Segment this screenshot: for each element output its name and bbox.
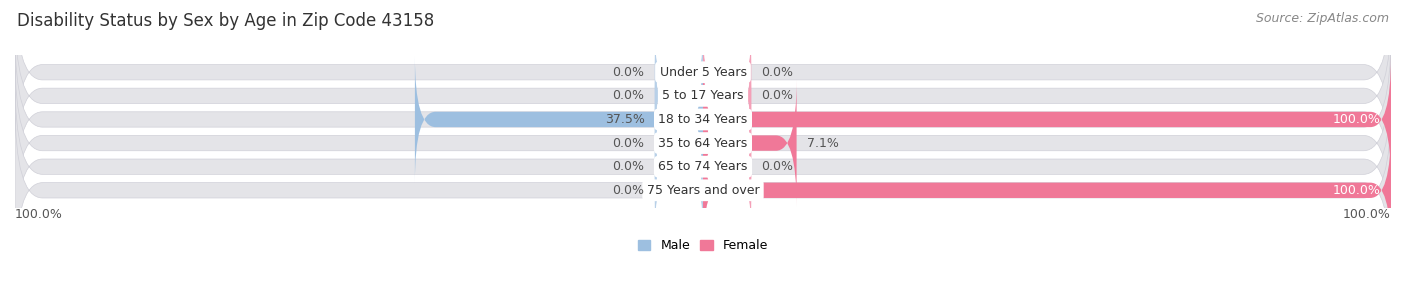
FancyBboxPatch shape [655, 151, 703, 230]
FancyBboxPatch shape [15, 56, 1391, 230]
FancyBboxPatch shape [655, 127, 703, 206]
Text: 0.0%: 0.0% [762, 160, 793, 173]
Text: Disability Status by Sex by Age in Zip Code 43158: Disability Status by Sex by Age in Zip C… [17, 12, 434, 30]
Text: 0.0%: 0.0% [613, 136, 644, 150]
FancyBboxPatch shape [415, 56, 703, 183]
FancyBboxPatch shape [15, 104, 1391, 277]
Text: Under 5 Years: Under 5 Years [659, 66, 747, 79]
Text: 100.0%: 100.0% [15, 208, 63, 221]
Text: 75 Years and over: 75 Years and over [647, 184, 759, 197]
Text: 0.0%: 0.0% [613, 160, 644, 173]
FancyBboxPatch shape [703, 127, 751, 206]
FancyBboxPatch shape [703, 80, 751, 159]
FancyBboxPatch shape [15, 9, 1391, 183]
Text: 5 to 17 Years: 5 to 17 Years [662, 89, 744, 102]
Text: 100.0%: 100.0% [1333, 184, 1381, 197]
Text: 7.1%: 7.1% [807, 136, 839, 150]
Text: 65 to 74 Years: 65 to 74 Years [658, 160, 748, 173]
FancyBboxPatch shape [703, 127, 1391, 254]
Text: 18 to 34 Years: 18 to 34 Years [658, 113, 748, 126]
Text: 0.0%: 0.0% [762, 89, 793, 102]
Text: 0.0%: 0.0% [762, 66, 793, 79]
FancyBboxPatch shape [703, 33, 751, 112]
Text: 0.0%: 0.0% [613, 66, 644, 79]
Text: 0.0%: 0.0% [613, 89, 644, 102]
Text: 35 to 64 Years: 35 to 64 Years [658, 136, 748, 150]
Text: 100.0%: 100.0% [1333, 113, 1381, 126]
FancyBboxPatch shape [703, 151, 751, 230]
Text: 100.0%: 100.0% [1343, 208, 1391, 221]
FancyBboxPatch shape [655, 80, 703, 159]
FancyBboxPatch shape [15, 33, 1391, 206]
FancyBboxPatch shape [703, 56, 751, 135]
FancyBboxPatch shape [703, 80, 797, 206]
Text: Source: ZipAtlas.com: Source: ZipAtlas.com [1256, 12, 1389, 25]
FancyBboxPatch shape [655, 33, 703, 112]
FancyBboxPatch shape [655, 56, 703, 135]
Legend: Male, Female: Male, Female [633, 234, 773, 257]
FancyBboxPatch shape [655, 104, 703, 183]
FancyBboxPatch shape [703, 56, 1391, 183]
FancyBboxPatch shape [703, 104, 751, 183]
FancyBboxPatch shape [15, 80, 1391, 254]
FancyBboxPatch shape [15, 0, 1391, 159]
Text: 0.0%: 0.0% [613, 184, 644, 197]
Text: 37.5%: 37.5% [605, 113, 644, 126]
